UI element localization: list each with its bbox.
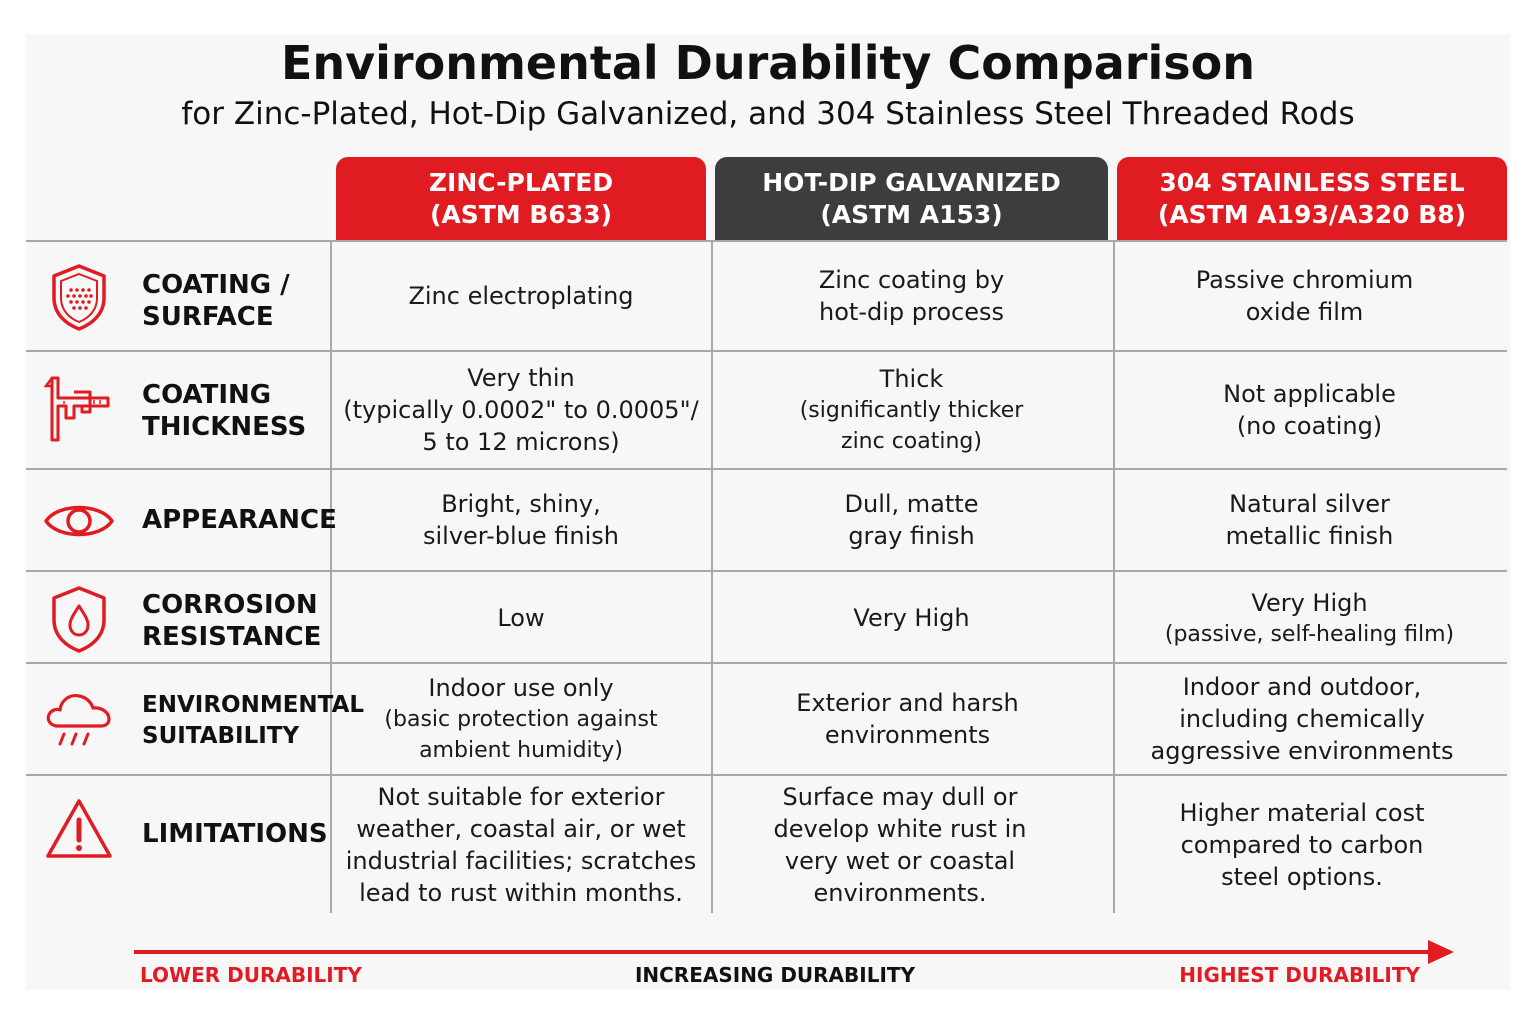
row-label-appearance: APPEARANCE [142,505,337,535]
cell-galvanized-environmental-suitability: Exterior and harsh environments [796,689,1019,749]
cell-stainless-limitations: Higher material cost compared to carbon … [1179,799,1425,891]
cell-galvanized-coating-thickness: Thick (significantly thicker zinc coatin… [799,365,1024,454]
cell-zinc-environmental-suitability: Indoor use only (basic protection agains… [384,674,658,763]
row-divider [26,774,1507,776]
column-standard: (ASTM B633) [429,199,613,229]
rain-cloud-icon [44,682,114,752]
column-divider [711,241,713,913]
column-header-hot-dip-galvanized: HOT-DIP GALVANIZED (ASTM A153) [715,157,1108,240]
cell-galvanized-corrosion-resistance: Very High [853,604,970,632]
row-label-corrosion-resistance: CORROSION RESISTANCE [142,590,322,652]
column-divider [330,241,332,913]
cell-stainless-appearance: Natural silver metallic finish [1225,490,1394,550]
cell-zinc-coating-surface: Zinc electroplating [408,282,634,310]
column-name: HOT-DIP GALVANIZED [762,167,1061,197]
column-name: ZINC-PLATED [428,167,614,197]
cell-stainless-corrosion-resistance: Very High (passive, self-healing film) [1164,588,1455,647]
column-header-zinc-plated: ZINC-PLATED (ASTM B633) [336,157,706,240]
column-standard: (ASTM A153) [820,199,1003,229]
shield-drop-icon [44,584,114,654]
row-divider [26,662,1507,664]
shield-icon [44,262,114,332]
row-label-coating-thickness: COATING THICKNESS [142,380,307,442]
footer-lower-durability: LOWER DURABILITY [140,963,362,987]
page-title: Environmental Durability Comparison [281,36,1255,90]
row-divider [26,350,1507,352]
footer-increasing-durability: INCREASING DURABILITY [634,963,916,987]
column-name: 304 STAINLESS STEEL [1159,167,1465,197]
cell-zinc-corrosion-resistance: Low [497,604,545,632]
cell-stainless-environmental-suitability: Indoor and outdoor, including chemically… [1150,673,1454,765]
cell-stainless-coating-thickness: Not applicable (no coating) [1223,380,1396,440]
row-label-limitations: LIMITATIONS [142,819,328,849]
footer-highest-durability: HIGHEST DURABILITY [1179,963,1420,987]
row-label-coating-surface: COATING / SURFACE [142,270,290,332]
cell-zinc-limitations: Not suitable for exterior weather, coast… [345,783,697,907]
cell-galvanized-limitations: Surface may dull or develop white rust i… [773,783,1027,907]
row-divider [26,240,1507,242]
cell-stainless-coating-surface: Passive chromium oxide film [1195,266,1414,326]
caliper-icon [43,374,114,444]
cell-zinc-coating-thickness: Very thin (typically 0.0002" to 0.0005"/… [343,364,699,456]
row-divider [26,468,1507,470]
warning-icon [44,796,114,866]
column-header-304-stainless: 304 STAINLESS STEEL (ASTM A193/A320 B8) [1117,157,1507,240]
page-subtitle: for Zinc-Plated, Hot-Dip Galvanized, and… [181,96,1355,132]
cell-zinc-appearance: Bright, shiny, silver-blue finish [422,490,620,550]
column-standard: (ASTM A193/A320 B8) [1157,199,1467,229]
eye-icon [44,486,114,556]
cell-galvanized-appearance: Dull, matte gray finish [844,490,979,550]
row-divider [26,570,1507,572]
row-label-environmental-suitability: ENVIRONMENTAL SUITABILITY [142,692,365,749]
cell-galvanized-coating-surface: Zinc coating by hot-dip process [818,266,1005,326]
column-divider [1113,241,1115,913]
durability-arrow-icon [130,935,1460,969]
